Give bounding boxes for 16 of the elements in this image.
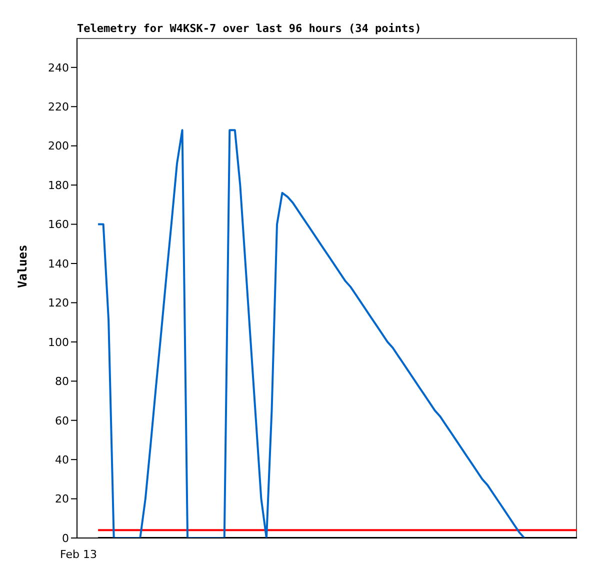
y-tick-label: 0: [62, 532, 69, 545]
y-tick-label: 40: [55, 453, 69, 466]
y-axis-title: Values: [15, 244, 30, 288]
y-tick-label: 160: [48, 218, 69, 232]
y-tick-label: 180: [48, 178, 69, 192]
chart-title: Telemetry for W4KSK-7 over last 96 hours (34 points): [77, 22, 422, 35]
y-tick-label: 200: [48, 140, 69, 153]
y-tick-label: 60: [55, 414, 69, 428]
y-tick-label: 20: [55, 492, 69, 506]
y-tick-label: 100: [48, 336, 69, 349]
text: Feb 13: [60, 548, 97, 561]
y-tick-label: 80: [55, 375, 69, 388]
y-tick-label: 140: [48, 257, 69, 270]
y-tick-label: 240: [48, 61, 69, 74]
y-tick-label: 220: [48, 100, 69, 114]
y-tick-label: 120: [48, 296, 69, 310]
